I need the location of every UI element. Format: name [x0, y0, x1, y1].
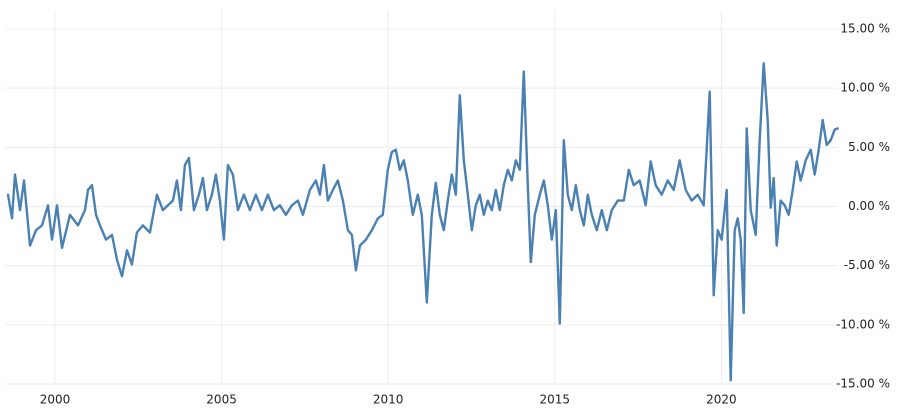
y-tick-label: -10.00 %	[836, 317, 890, 331]
y-tick-label: 15.00 %	[840, 22, 890, 36]
y-tick-label: -5.00 %	[844, 258, 890, 272]
x-tick-label: 2015	[540, 393, 571, 407]
x-tick-label: 2010	[373, 393, 404, 407]
data-line	[6, 62, 839, 382]
y-tick-label: 0.00 %	[848, 199, 890, 213]
y-tick-label: -15.00 %	[836, 377, 890, 391]
x-tick-label: 2000	[40, 393, 71, 407]
y-tick-label: 5.00 %	[848, 140, 890, 154]
x-tick-label: 2020	[706, 393, 737, 407]
x-tick-label: 2005	[206, 393, 237, 407]
y-tick-label: 10.00 %	[840, 81, 890, 95]
